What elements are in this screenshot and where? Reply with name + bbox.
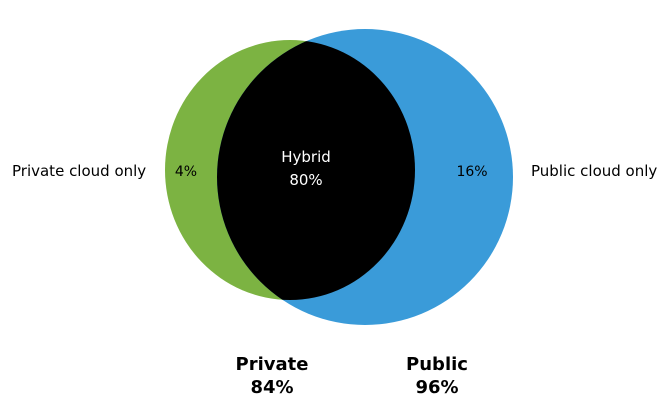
hybrid-label: Hybrid — [281, 148, 331, 166]
hybrid-intersection — [217, 40, 415, 300]
public-only-percent: 16% — [456, 164, 487, 180]
public-cloud-only-label: Public cloud only — [531, 162, 657, 180]
private-total-percent: 84% — [250, 377, 293, 398]
public-total-label: Public — [406, 354, 468, 375]
private-cloud-only-label: Private cloud only — [12, 162, 146, 180]
private-only-percent: 4% — [175, 164, 197, 180]
hybrid-percent: 80% — [289, 171, 322, 189]
private-total-label: Private — [236, 354, 309, 375]
public-total-percent: 96% — [415, 377, 458, 398]
